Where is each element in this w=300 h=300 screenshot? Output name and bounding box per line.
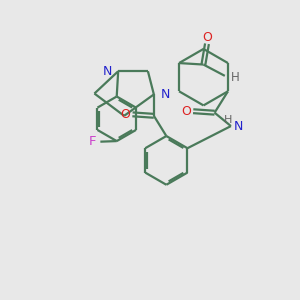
- Text: N: N: [160, 88, 170, 101]
- Text: N: N: [234, 120, 243, 133]
- Text: F: F: [88, 135, 96, 148]
- Text: O: O: [202, 31, 212, 44]
- Text: O: O: [120, 108, 130, 121]
- Text: H: H: [231, 71, 240, 84]
- Text: O: O: [181, 105, 191, 118]
- Text: N: N: [102, 65, 112, 78]
- Text: H: H: [224, 115, 233, 124]
